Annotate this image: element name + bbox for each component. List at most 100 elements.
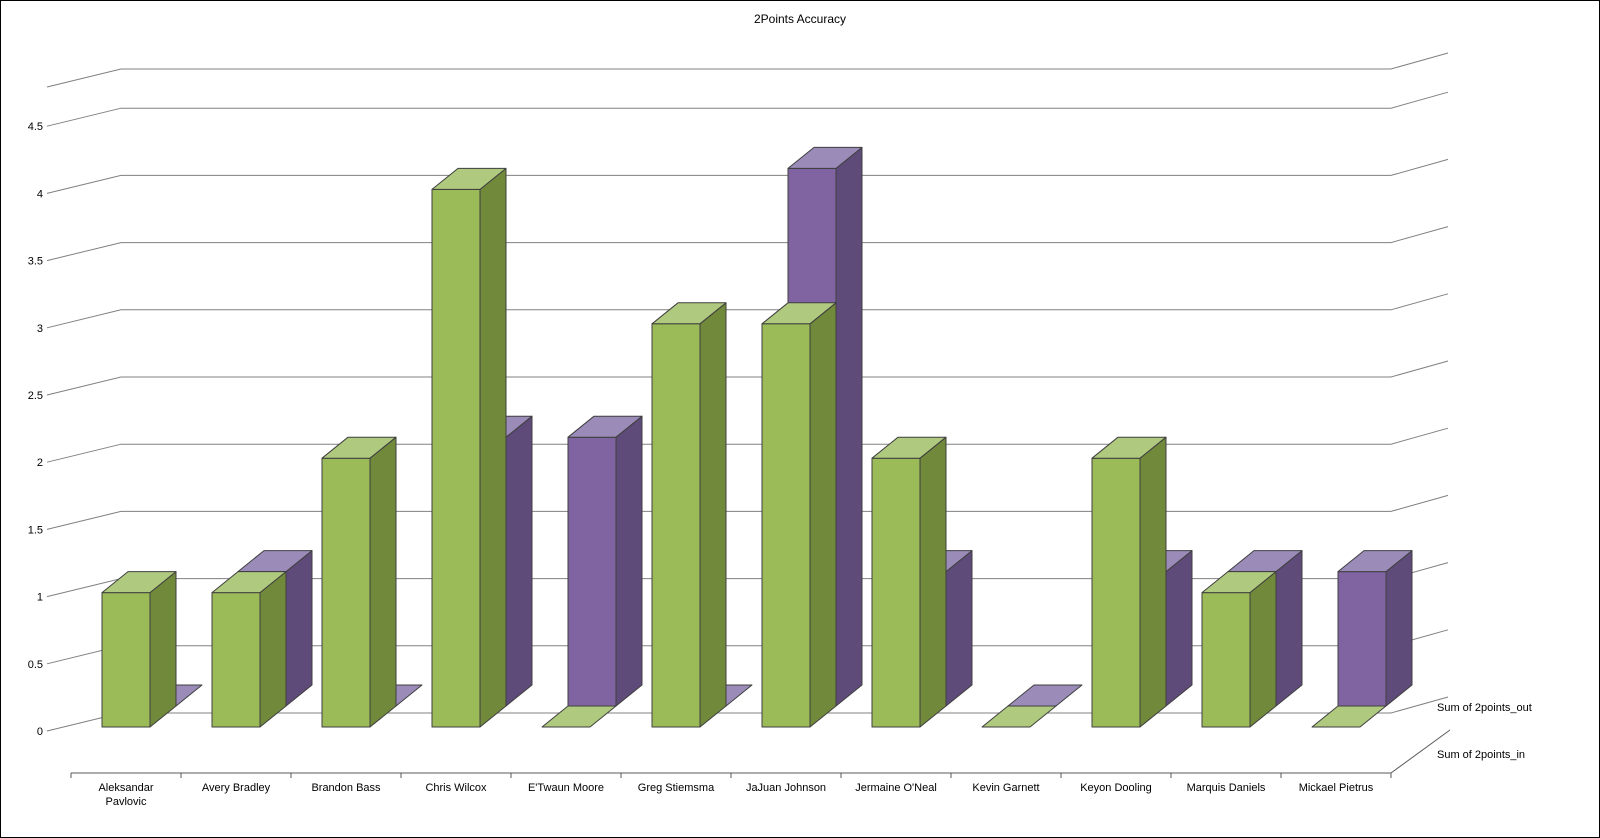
category-label: Greg Stiemsma: [638, 782, 715, 794]
bar-side-face: [699, 302, 727, 728]
bar-e-twaun-moore-sum-of-2points-out: [567, 415, 643, 707]
zero-marker: [541, 705, 617, 728]
bar-side-face: [945, 550, 973, 707]
bar-top-face: [871, 436, 947, 459]
bar-kevin-garnett-sum-of-2points-out: [1007, 684, 1083, 707]
bar-top-face: [431, 167, 507, 190]
bar-jajuan-johnson-sum-of-2points-in: [761, 302, 837, 728]
category-label: Keyon Dooling: [1080, 782, 1152, 794]
bar-side-face: [615, 415, 643, 707]
bar-keyon-dooling-sum-of-2points-in: [1091, 436, 1167, 728]
bar-top-face: [651, 302, 727, 325]
series-sum-of-2points-in: [101, 167, 1387, 728]
bar-front-face: [567, 436, 617, 707]
bar-top-face: [1337, 550, 1413, 573]
bar-front-face: [321, 457, 371, 728]
category-label: Aleksandar Pavlovic: [98, 782, 153, 808]
bar-top-face: [1201, 571, 1277, 594]
y-tick-label: 0.5: [28, 659, 43, 671]
category-labels: Aleksandar Pavlovic Avery Bradley Brandon B…: [98, 782, 1373, 808]
bar-front-face: [1091, 457, 1141, 728]
y-tick-label: 2: [37, 457, 43, 469]
bar-kevin-garnett-sum-of-2points-in: [981, 705, 1057, 728]
bar-top-face: [321, 436, 397, 459]
bar-e-twaun-moore-sum-of-2points-in: [541, 705, 617, 728]
bar-jermaine-o-neal-sum-of-2points-in: [871, 436, 947, 728]
zero-marker: [1311, 705, 1387, 728]
bar-side-face: [1249, 571, 1277, 728]
bar-side-face: [809, 302, 837, 728]
y-tick-label: 4.5: [28, 121, 43, 133]
category-label: Kevin Garnett: [972, 782, 1039, 794]
gridline: [46, 427, 1449, 463]
zero-marker: [1007, 684, 1083, 707]
gridline: [46, 494, 1449, 530]
category-label: Avery Bradley: [202, 782, 271, 794]
bar-front-face: [211, 592, 261, 728]
bar-top-face: [211, 571, 287, 594]
category-label: Brandon Bass: [311, 782, 381, 794]
bar-front-face: [1201, 592, 1251, 728]
gridline: [46, 293, 1449, 329]
bar-top-face: [567, 415, 643, 438]
bar-front-face: [431, 188, 481, 728]
gridlines: [46, 52, 1449, 732]
gridline: [46, 158, 1449, 194]
series-axis-label: Sum of 2points_out: [1437, 702, 1532, 714]
bar-side-face: [285, 550, 313, 707]
bar-marquis-daniels-sum-of-2points-in: [1201, 571, 1277, 728]
zero-marker: [981, 705, 1057, 728]
gridline: [46, 91, 1449, 127]
bar-side-face: [369, 436, 397, 728]
bar-side-face: [479, 167, 507, 728]
axes: [70, 729, 1451, 778]
bar-front-face: [761, 323, 811, 728]
bar-aleksandar-pavlovic-sum-of-2points-in: [101, 571, 177, 728]
category-label: E'Twaun Moore: [528, 782, 604, 794]
y-tick-label: 4: [37, 188, 43, 200]
bar-side-face: [835, 146, 863, 707]
y-axis-labels: 0 0.5 1 1.5 2 2.5 3 3.5 4 4.5: [28, 121, 43, 738]
bar-front-face: [651, 323, 701, 728]
series-axis-labels: Sum of 2points_in Sum of 2points_out: [1437, 702, 1532, 761]
gridline: [46, 562, 1449, 598]
bar-mickael-pietrus-sum-of-2points-out: [1337, 550, 1413, 707]
bar-side-face: [1385, 550, 1413, 707]
category-label: Marquis Daniels: [1187, 782, 1266, 794]
bar-side-face: [919, 436, 947, 728]
bar-chris-wilcox-sum-of-2points-in: [431, 167, 507, 728]
bar-brandon-bass-sum-of-2points-in: [321, 436, 397, 728]
bar-side-face: [1165, 550, 1193, 707]
y-tick-label: 1.5: [28, 524, 43, 536]
bar-side-face: [505, 415, 533, 707]
bar-side-face: [1275, 550, 1303, 707]
category-label: Mickael Pietrus: [1299, 782, 1374, 794]
bar-mickael-pietrus-sum-of-2points-in: [1311, 705, 1387, 728]
y-tick-label: 2.5: [28, 390, 43, 402]
gridline: [46, 696, 1449, 732]
bar-side-face: [149, 571, 177, 728]
series-depth-axis-line: [1390, 729, 1451, 774]
bar-greg-stiemsma-sum-of-2points-in: [651, 302, 727, 728]
category-label: Jermaine O'Neal: [855, 782, 937, 794]
y-tick-label: 3.5: [28, 256, 43, 268]
bar-front-face: [1337, 571, 1387, 707]
category-label: Chris Wilcox: [425, 782, 487, 794]
bar-top-face: [787, 146, 863, 169]
bar-top-face: [761, 302, 837, 325]
bar-side-face: [1139, 436, 1167, 728]
bar-front-face: [871, 457, 921, 728]
gridline: [46, 629, 1449, 665]
y-tick-label: 0: [37, 726, 43, 738]
bar-top-face: [1091, 436, 1167, 459]
bar-top-face: [101, 571, 177, 594]
chart-title: 2Points Accuracy: [753, 12, 847, 26]
bar-front-face: [101, 592, 151, 728]
y-tick-label: 3: [37, 323, 43, 335]
series-axis-label: Sum of 2points_in: [1437, 749, 1525, 761]
bar-avery-bradley-sum-of-2points-in: [211, 571, 287, 728]
gridline: [46, 360, 1449, 396]
y-tick-label: 1: [37, 592, 43, 604]
